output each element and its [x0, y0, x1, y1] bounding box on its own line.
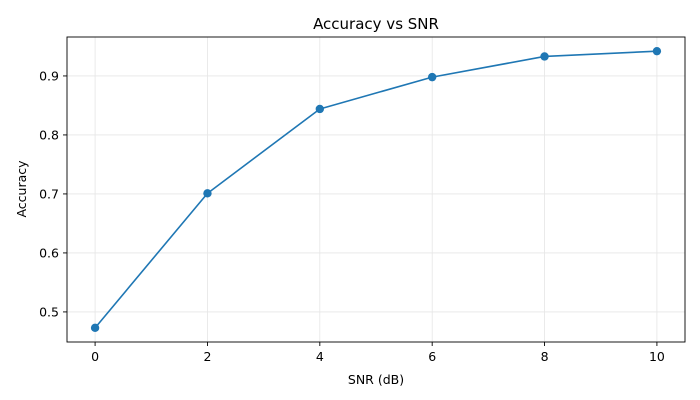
y-axis-label: Accuracy [14, 160, 29, 218]
y-tick-label: 0.6 [39, 245, 59, 260]
x-tick-label: 0 [91, 349, 99, 364]
x-tick-label: 4 [316, 349, 324, 364]
y-tick-label: 0.8 [39, 127, 59, 142]
data-point [652, 46, 662, 56]
data-point [315, 104, 325, 114]
y-tick-label: 0.5 [39, 304, 59, 319]
x-axis-label: SNR (dB) [348, 372, 404, 387]
y-tick-label: 0.9 [39, 68, 59, 83]
plot-frame [66, 36, 686, 343]
x-tick-label: 6 [428, 349, 436, 364]
grid [67, 37, 685, 342]
data-point [90, 323, 100, 333]
y-tick-label: 0.7 [39, 186, 59, 201]
x-tick-label: 2 [203, 349, 211, 364]
data-point [203, 189, 212, 198]
chart-title: Accuracy vs SNR [313, 15, 439, 33]
y-axis: 0.5 0.6 0.7 0.8 0.9 [39, 68, 67, 319]
x-tick-label: 10 [649, 349, 665, 364]
data-point [427, 72, 437, 82]
data-point [540, 52, 549, 61]
x-tick-label: 8 [541, 349, 549, 364]
series-layer [90, 46, 662, 333]
series-line [94, 50, 657, 329]
x-axis: 0 2 4 6 8 10 [91, 342, 665, 364]
